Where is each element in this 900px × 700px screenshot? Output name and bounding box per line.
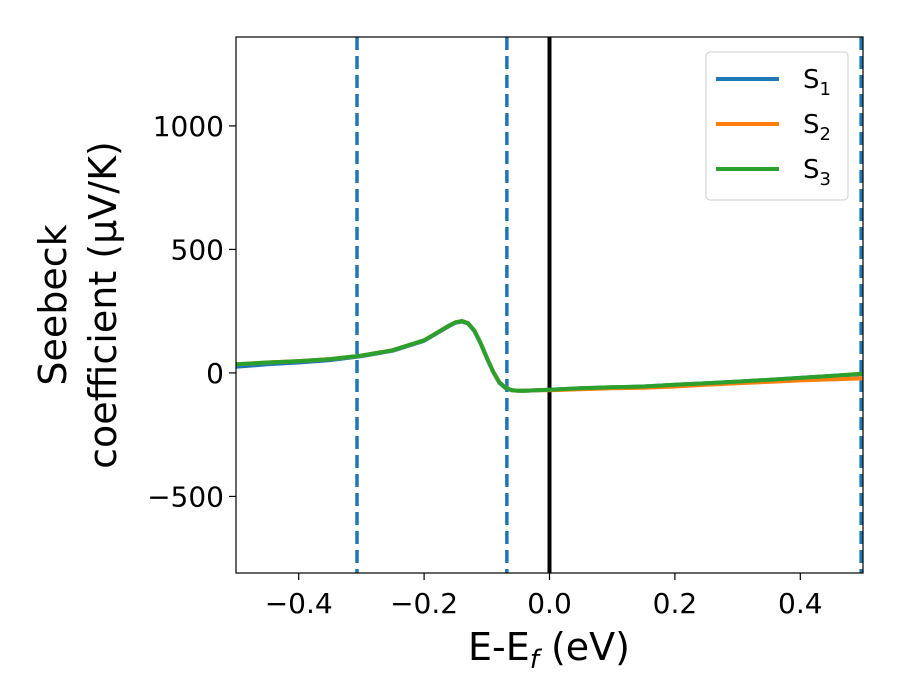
series-line-3 (236, 319, 863, 393)
y-axis-label: Seebeck coefficient (μV/K) (31, 141, 125, 469)
x-tick-label: −0.4 (265, 587, 333, 620)
x-tick-label: −0.2 (390, 587, 458, 620)
x-axis-ticks: −0.4 −0.2 0.0 0.2 0.4 (265, 573, 823, 620)
y-tick-label: 0 (206, 357, 224, 390)
x-tick-label: 0.4 (778, 587, 823, 620)
x-tick-label: 0.0 (527, 587, 572, 620)
y-axis-label-line1: Seebeck (31, 224, 75, 385)
legend: S1 S2 S3 (705, 51, 849, 201)
x-axis-label-unit: (eV) (539, 625, 630, 669)
y-axis-ticks: −500 0 500 1000 (147, 110, 236, 513)
reference-lines (355, 37, 863, 573)
series-lines (236, 319, 863, 393)
legend-label-3: S3 (803, 155, 831, 190)
y-tick-label: 1000 (153, 110, 224, 143)
x-axis-label: E-Ef (eV) (468, 625, 630, 675)
legend-label-1: S1 (803, 65, 831, 100)
legend-label-2: S2 (803, 110, 831, 145)
y-axis-label-line2: coefficient (μV/K) (81, 141, 125, 469)
y-tick-label: −500 (147, 480, 224, 513)
x-axis-label-main: E-E (468, 625, 530, 669)
x-tick-label: 0.2 (653, 587, 698, 620)
y-tick-label: 500 (171, 233, 224, 266)
